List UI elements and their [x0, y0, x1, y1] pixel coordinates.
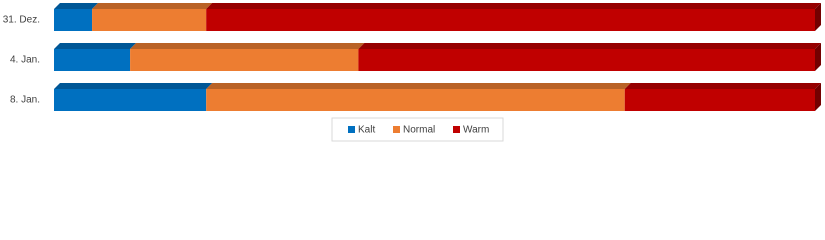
bar-top — [54, 43, 137, 49]
bar — [624, 89, 815, 111]
bar-top — [54, 83, 213, 89]
legend-swatch — [393, 126, 400, 133]
bar-side — [815, 83, 821, 111]
y-tick-label: 8. Jan. — [10, 95, 40, 106]
legend-label: Normal — [403, 125, 435, 136]
bar-side — [815, 3, 821, 31]
legend-box — [331, 117, 504, 142]
chart: 31. Dez. 4. Jan. 8. Jan. Kalt Normal Warm — [3, 3, 821, 142]
legend-swatch — [348, 126, 355, 133]
bar — [206, 89, 625, 111]
bar — [130, 49, 359, 71]
bar — [206, 9, 815, 31]
bar-top — [206, 3, 821, 9]
bar-top — [206, 83, 631, 89]
y-tick-label: 4. Jan. — [10, 55, 40, 66]
legend-label: Warm — [463, 125, 489, 136]
bar-top — [624, 83, 821, 89]
bar — [54, 9, 93, 31]
bar — [54, 89, 207, 111]
bar-top — [358, 43, 821, 49]
bar-side — [815, 43, 821, 71]
y-tick-label: 31. Dez. — [3, 15, 40, 26]
legend-label: Kalt — [358, 125, 375, 136]
bar — [358, 49, 815, 71]
bar-top — [92, 3, 213, 9]
bar — [92, 9, 207, 31]
bar — [54, 49, 131, 71]
legend-swatch — [453, 126, 460, 133]
bar-top — [54, 3, 99, 9]
bar-top — [130, 43, 365, 49]
